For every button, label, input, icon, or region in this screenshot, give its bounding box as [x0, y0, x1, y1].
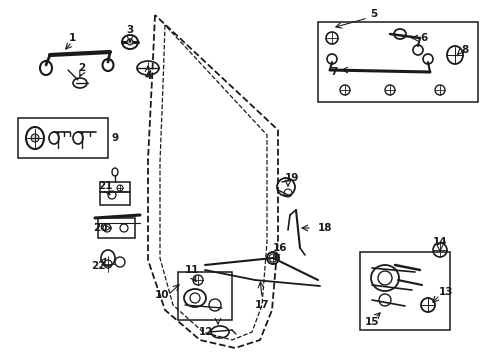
Text: 4: 4	[144, 71, 151, 81]
Text: 11: 11	[184, 265, 199, 275]
Text: 14: 14	[432, 237, 447, 247]
Text: 19: 19	[284, 173, 299, 183]
Text: 6: 6	[420, 33, 427, 43]
Text: 8: 8	[461, 45, 468, 55]
Text: 2: 2	[78, 63, 85, 73]
Text: 17: 17	[254, 300, 269, 310]
Text: 16: 16	[272, 243, 286, 253]
Bar	[100, 182, 130, 205]
Bar	[98, 218, 135, 238]
Ellipse shape	[127, 39, 133, 45]
Text: 15: 15	[364, 317, 379, 327]
Text: 20: 20	[93, 223, 107, 233]
Bar	[359, 252, 449, 330]
Text: 21: 21	[98, 181, 112, 191]
Bar	[317, 22, 477, 102]
Text: 12: 12	[198, 327, 213, 337]
Bar	[178, 272, 231, 320]
Text: 10: 10	[154, 290, 169, 300]
Bar	[18, 118, 108, 158]
Text: 1: 1	[68, 33, 76, 43]
Text: 18: 18	[317, 223, 332, 233]
Text: 3: 3	[126, 25, 133, 35]
Text: 7: 7	[330, 67, 337, 77]
Text: 22: 22	[91, 261, 105, 271]
Text: 13: 13	[438, 287, 452, 297]
Text: 5: 5	[369, 9, 377, 19]
Text: 9: 9	[112, 133, 119, 143]
Ellipse shape	[31, 134, 39, 142]
